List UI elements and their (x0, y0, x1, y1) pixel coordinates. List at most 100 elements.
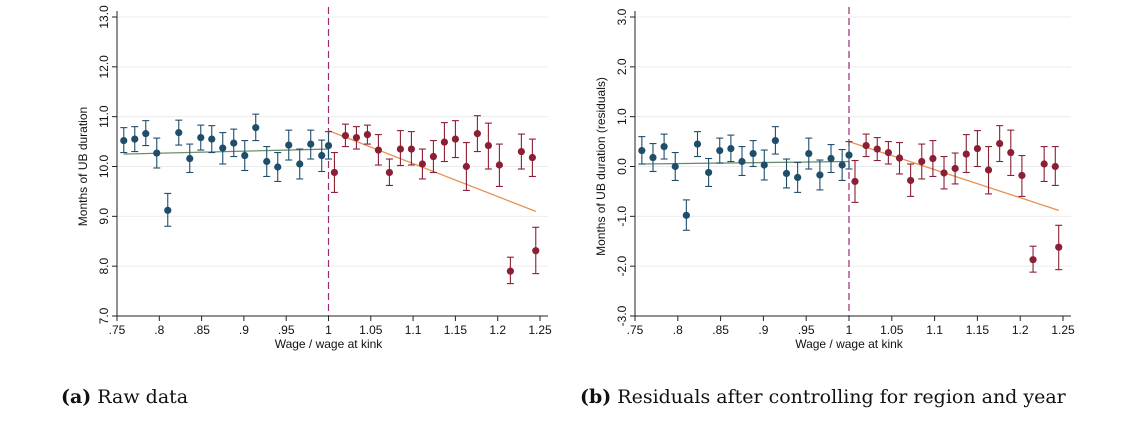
data-point (851, 177, 859, 186)
data-point (164, 206, 172, 214)
data-point (1029, 256, 1037, 264)
data-point (175, 129, 183, 137)
x-tick-label: 1.15 (966, 323, 990, 337)
data-point (727, 144, 735, 153)
data-point (528, 153, 536, 162)
data-point (1040, 160, 1048, 168)
y-tick-label: 3.0 (615, 8, 629, 25)
data-point (363, 131, 372, 139)
x-axis-label: Wage / wage at kink (275, 337, 384, 351)
data-point (219, 144, 227, 152)
y-axis-label: Months of UB duration (residuals) (594, 77, 608, 256)
data-point (771, 136, 779, 145)
y-tick-label: 7.0 (97, 307, 111, 324)
y-tick-label: 9.0 (97, 208, 111, 225)
data-point (782, 169, 791, 178)
x-tick-label: 1.1 (926, 323, 943, 337)
data-point (230, 139, 238, 147)
data-point (716, 146, 724, 155)
data-point (671, 162, 679, 171)
data-point (738, 157, 746, 166)
x-tick-label: 1.05 (359, 323, 383, 337)
x-tick-label: .95 (798, 323, 815, 337)
data-point (816, 171, 824, 179)
data-point (495, 161, 503, 169)
data-point (951, 164, 959, 173)
caption-raw-data: (a) Raw data (61, 386, 188, 408)
y-tick-label: 2.0 (615, 58, 629, 75)
y-axis-label: Months of UB duration (76, 107, 90, 226)
y-tick-label: 10.0 (97, 154, 111, 178)
data-point (705, 168, 713, 177)
data-point (484, 141, 492, 150)
data-point (374, 146, 383, 154)
x-tick-label: .75 (627, 323, 644, 337)
data-point (805, 149, 813, 158)
x-tick-label: .85 (712, 323, 729, 337)
y-tick-label: 12.0 (97, 55, 111, 79)
x-tick-label: .9 (758, 323, 768, 337)
data-point (845, 151, 853, 159)
caption-text: Raw data (97, 386, 189, 408)
data-point (940, 169, 948, 177)
data-point (274, 163, 282, 171)
data-point (324, 141, 333, 150)
data-point (285, 141, 293, 149)
data-point (396, 145, 405, 153)
data-point (973, 144, 981, 153)
chart-residuals: -3.0 -2.0 -1.0 0.0 1.0 2.0 3.0 .75 .8 .85 .9 .95 1 1.… (594, 7, 1075, 351)
x-tick-label: .85 (193, 323, 210, 337)
data-point (241, 151, 249, 160)
data-point (197, 133, 205, 142)
data-point (330, 168, 339, 177)
data-point (120, 136, 128, 145)
data-point (296, 160, 304, 168)
caption-text: Residuals after controlling for region a… (617, 386, 1066, 408)
x-tick-label: 1.2 (489, 323, 506, 337)
x-tick-label: 1.1 (405, 323, 422, 337)
y-tick-label: 1.0 (615, 108, 629, 125)
x-tick-label: 1.25 (528, 323, 552, 337)
data-point (638, 146, 646, 155)
panel-raw-data: 7.0 8.0 9.0 10.0 11.0 12.0 13.0 .75 .8 .85 .9 .95 1 1… (0, 0, 573, 431)
data-point (749, 149, 757, 158)
caption-tag: (b) (580, 386, 612, 408)
data-point (341, 132, 350, 140)
y-tick-label: 0.0 (615, 158, 629, 175)
x-axis-label: Wage / wage at kink (795, 337, 904, 351)
fit-line-right (328, 130, 537, 212)
caption-tag: (a) (61, 386, 92, 408)
data-point (517, 147, 525, 156)
data-point (352, 133, 361, 142)
data-point (318, 151, 326, 160)
data-point (1055, 243, 1063, 251)
data-point (208, 135, 216, 143)
data-point (1051, 162, 1059, 171)
data-point (907, 176, 915, 185)
x-tick-label: .8 (673, 323, 683, 337)
data-point (873, 145, 881, 153)
x-tick-label: .8 (154, 323, 164, 337)
x-tick-label: .9 (239, 323, 249, 337)
data-point (794, 173, 802, 182)
x-tick-label: .95 (278, 323, 295, 337)
data-point (1007, 148, 1015, 157)
x-tick-label: 1.15 (444, 323, 468, 337)
x-tick-label: 1.05 (880, 323, 904, 337)
y-tick-label: -3.0 (615, 305, 629, 326)
data-point (462, 162, 470, 171)
y-tick-label: 11.0 (97, 105, 111, 128)
data-point (996, 139, 1004, 148)
fit-line-right (848, 140, 1059, 211)
data-point (142, 130, 150, 138)
data-point (252, 124, 260, 132)
data-point (649, 153, 657, 162)
data-point (418, 160, 427, 168)
data-point (693, 140, 702, 148)
x-tick-label: 1.2 (1012, 323, 1029, 337)
data-point (918, 157, 926, 166)
x-tick-label: 1 (846, 323, 853, 337)
chart-raw-data: 7.0 8.0 9.0 10.0 11.0 12.0 13.0 .75 .8 .85 .9 .95 1 1… (76, 5, 552, 351)
data-point (407, 145, 416, 153)
data-point (929, 154, 937, 163)
